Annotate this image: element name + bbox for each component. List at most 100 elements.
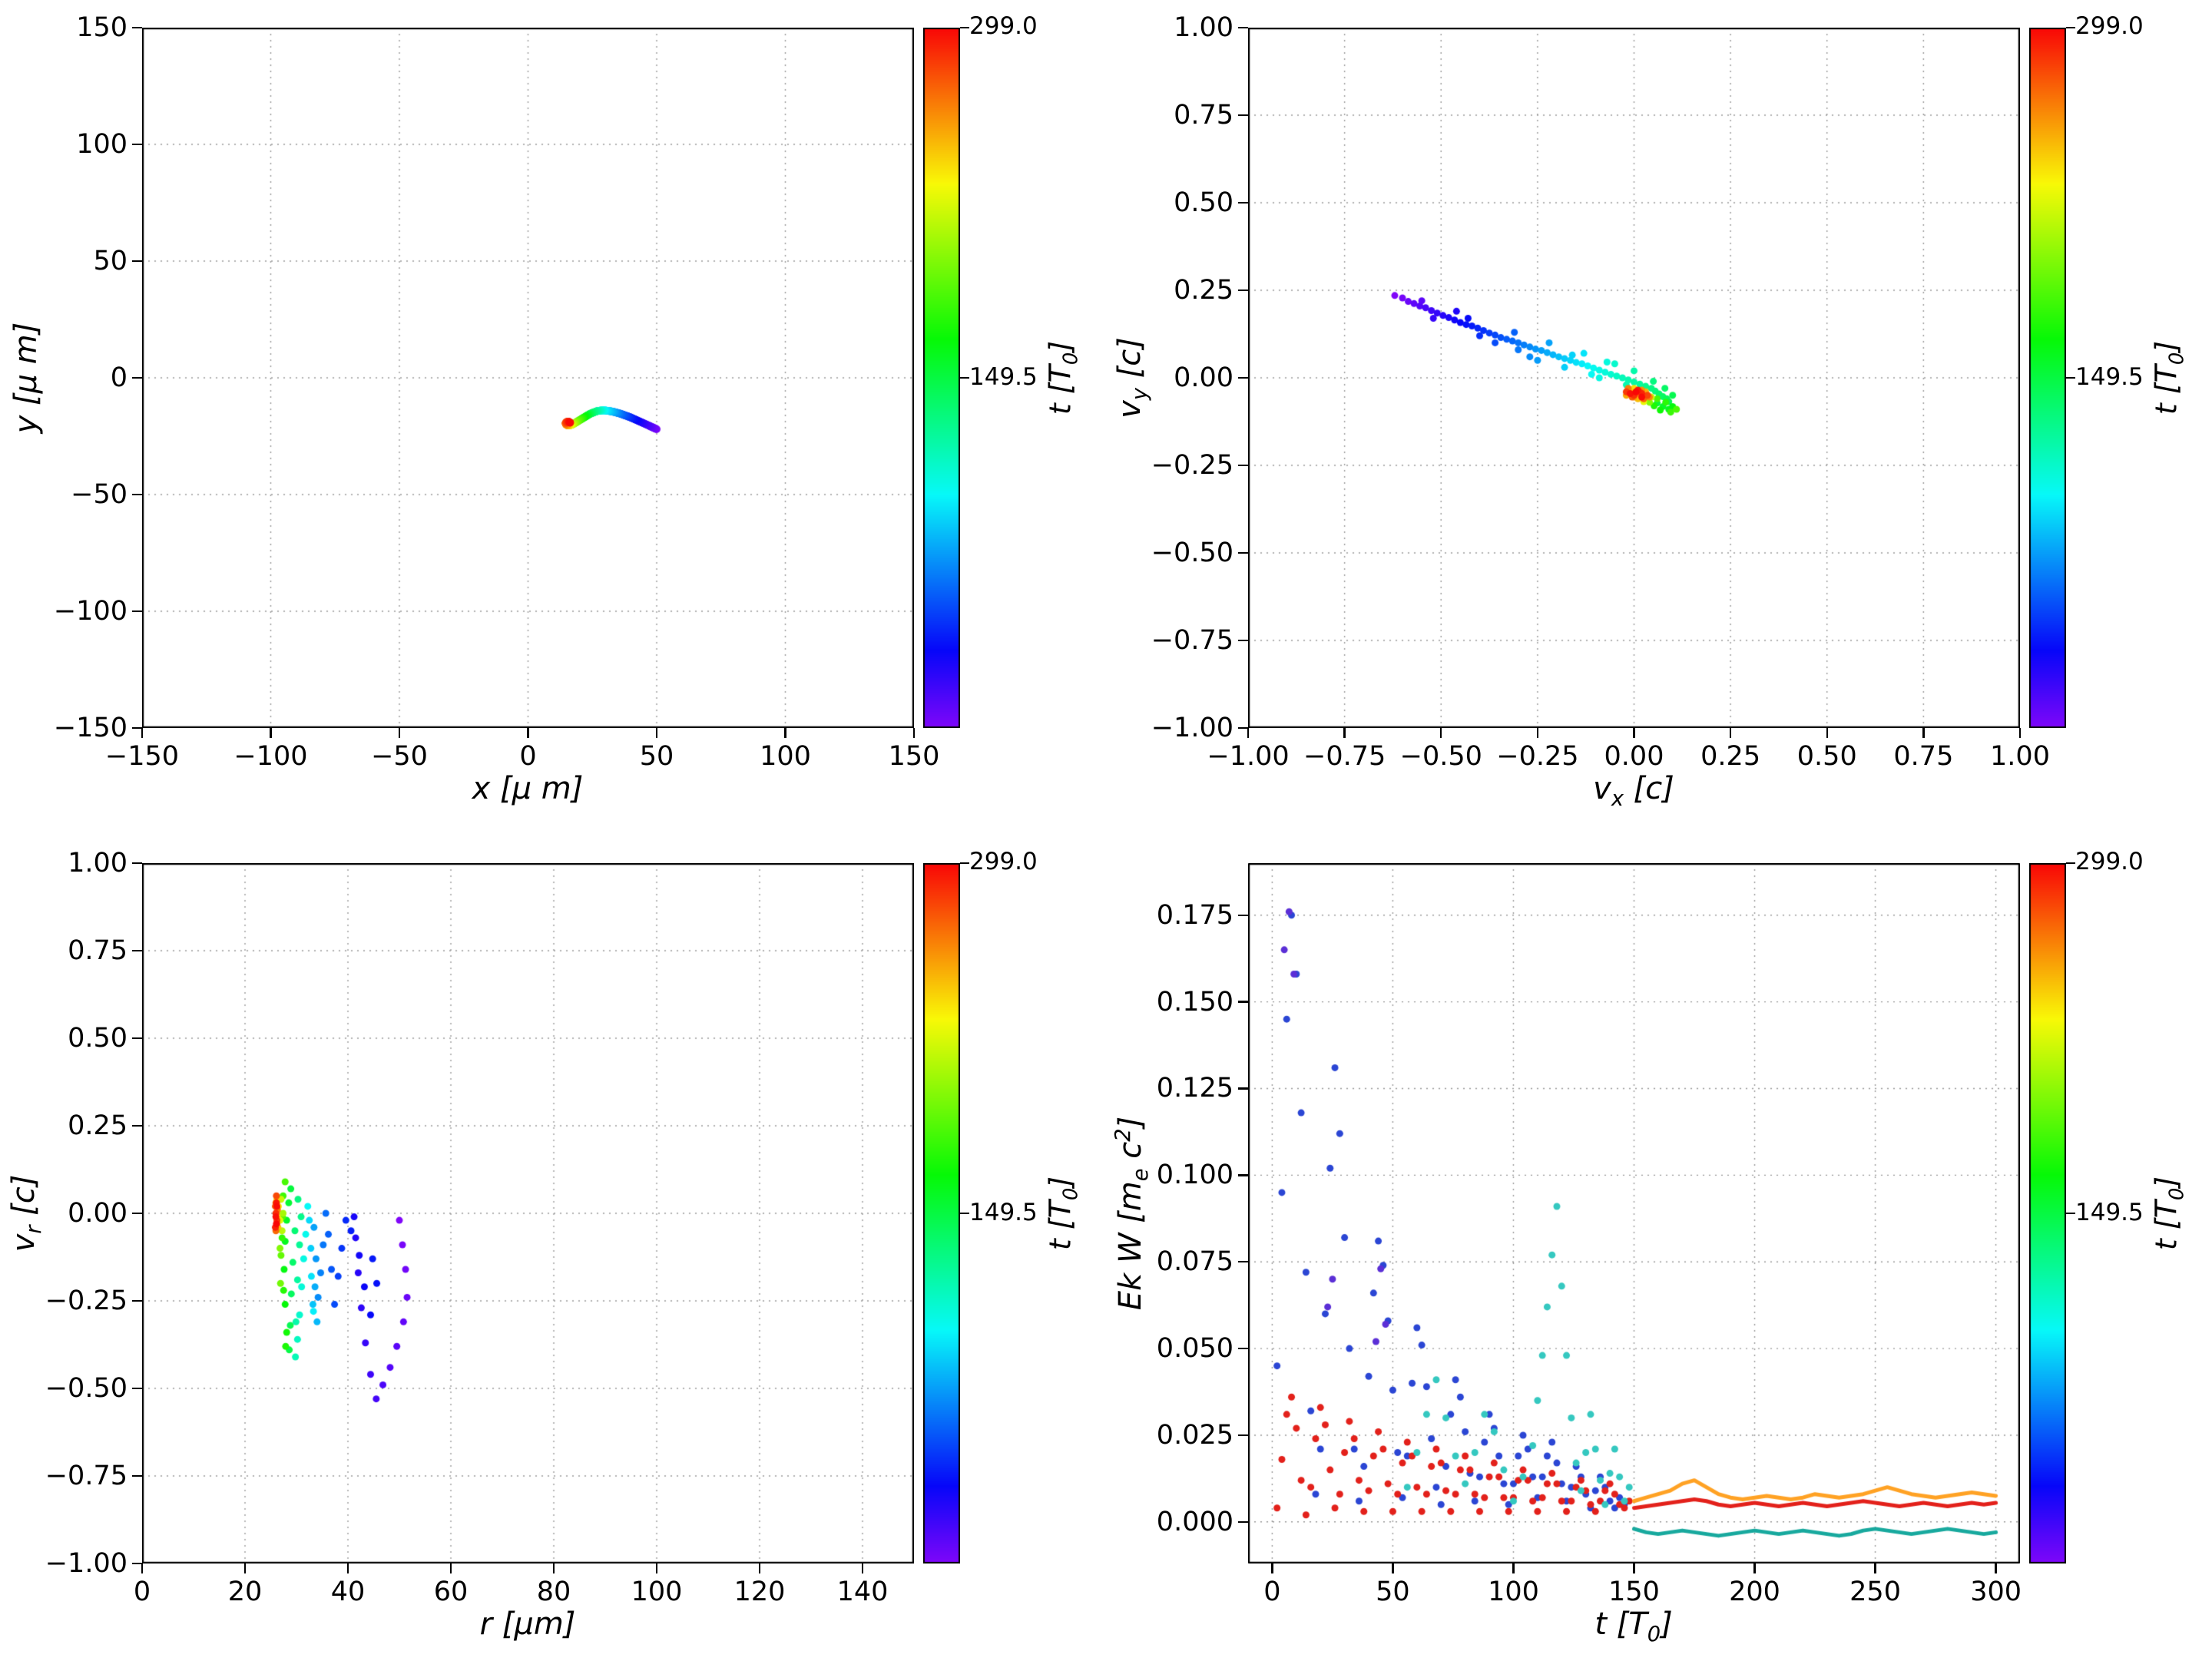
tick-mark <box>1753 1563 1756 1573</box>
tick-mark <box>1238 639 1248 642</box>
tick-mark <box>243 1563 247 1573</box>
tick-label: 0.175 <box>1156 899 1233 931</box>
tick-label: 100 <box>1488 1577 1539 1607</box>
tick-mark <box>1271 1563 1273 1573</box>
tick-label: 250 <box>1849 1577 1901 1607</box>
tick-label: 150 <box>1608 1577 1660 1607</box>
tick-mark <box>132 949 142 952</box>
x-axis-label: x [μ m] <box>472 771 584 806</box>
tick-mark <box>1238 1520 1248 1523</box>
tick-label: −1.00 <box>45 1548 127 1579</box>
tick-mark <box>132 726 142 730</box>
colorbar-mid-tick-label: 149.5 <box>2075 1199 2144 1226</box>
tick-label: 0.00 <box>68 1198 127 1229</box>
colorbar <box>923 863 960 1563</box>
tick-mark <box>2066 377 2075 379</box>
tick-mark <box>1238 1001 1248 1003</box>
panel-vx-vy: vy [c] vx [c] 299.0 149.5 t [T0] −1.00 −0… <box>1106 0 2212 836</box>
panel-r-vr: vr [c] r [μm] 299.0 149.5 t [T0] 0 20 40 60… <box>0 836 1106 1671</box>
tick-label: 0.000 <box>1156 1506 1233 1537</box>
tick-mark <box>1995 1563 1997 1573</box>
tick-label: −100 <box>233 741 308 772</box>
tick-mark <box>132 1387 142 1390</box>
tick-mark <box>1826 728 1828 738</box>
y-axis-label: y [μ m] <box>8 322 44 434</box>
tick-mark <box>1440 728 1442 738</box>
tick-mark <box>960 1213 969 1215</box>
tick-mark <box>2066 862 2075 865</box>
plot-area <box>142 863 914 1563</box>
tick-mark <box>132 862 142 865</box>
tick-label: 0.75 <box>1174 100 1233 131</box>
tick-label: 0 <box>133 1577 151 1607</box>
tick-label: 120 <box>733 1577 786 1607</box>
tick-mark <box>2066 1213 2075 1215</box>
tick-mark <box>1238 1087 1248 1090</box>
tick-mark <box>132 143 142 146</box>
tick-mark <box>1238 114 1248 117</box>
tick-mark <box>1238 26 1248 29</box>
colorbar-max-tick-label: 299.0 <box>2075 848 2144 875</box>
tick-mark <box>1238 289 1248 292</box>
tick-label: 0.150 <box>1156 986 1233 1017</box>
tick-label: 20 <box>227 1577 263 1607</box>
tick-label: 0 <box>519 741 537 772</box>
colorbar <box>923 28 960 728</box>
tick-label: 0.50 <box>1174 187 1233 218</box>
tick-mark <box>132 26 142 29</box>
tick-mark <box>861 1563 864 1573</box>
tick-mark <box>1238 1174 1248 1176</box>
tick-label: 0.125 <box>1156 1073 1233 1104</box>
tick-mark <box>132 1124 142 1127</box>
y-axis-label: Ek W [me c2] <box>1111 1116 1154 1311</box>
tick-label: 0.50 <box>1796 741 1857 772</box>
tick-label: −50 <box>371 741 428 772</box>
tick-label: 140 <box>836 1577 889 1607</box>
tick-mark <box>1633 728 1635 738</box>
tick-label: 0.25 <box>1700 741 1761 772</box>
tick-mark <box>1238 1434 1248 1437</box>
tick-label: 0.75 <box>1893 741 1954 772</box>
tick-mark <box>1392 1563 1394 1573</box>
tick-mark <box>912 728 916 738</box>
tick-mark <box>132 1299 142 1302</box>
tick-mark <box>346 1563 349 1573</box>
tick-label: 1.00 <box>1990 741 2050 772</box>
tick-mark <box>1512 1563 1515 1573</box>
tick-label: −0.75 <box>45 1461 127 1491</box>
tick-mark <box>960 27 969 29</box>
colorbar-max-tick-label: 299.0 <box>969 848 1038 875</box>
tick-label: 0.00 <box>1604 741 1664 772</box>
tick-mark <box>132 1562 142 1565</box>
tick-mark <box>1874 1563 1876 1573</box>
tick-label: 80 <box>536 1577 571 1607</box>
tick-label: 100 <box>76 129 127 160</box>
tick-mark <box>552 1563 555 1573</box>
tick-label: −1.00 <box>1151 713 1233 743</box>
tick-mark <box>398 728 401 738</box>
tick-label: 40 <box>330 1577 366 1607</box>
tick-mark <box>1922 728 1925 738</box>
tick-label: −0.25 <box>45 1286 127 1316</box>
x-axis-label: vx [c] <box>1593 771 1674 811</box>
tick-mark <box>132 493 142 496</box>
tick-mark <box>1247 728 1250 738</box>
tick-label: 0.25 <box>1174 275 1233 306</box>
colorbar <box>2029 863 2066 1563</box>
tick-mark <box>1238 1261 1248 1263</box>
tick-label: 0.25 <box>68 1110 127 1141</box>
tick-label: −0.50 <box>1399 741 1482 772</box>
colorbar-label: t [T0] <box>1043 1176 1083 1251</box>
tick-mark <box>1633 1563 1635 1573</box>
panel-energy-vs-time: Ek W [me c2] t [T0] 299.0 149.5 t [T0] 0… <box>1106 836 2212 1671</box>
colorbar <box>2029 28 2066 728</box>
tick-mark <box>270 728 272 738</box>
tick-mark <box>1238 551 1248 554</box>
tick-label: −150 <box>53 713 127 743</box>
tick-label: 150 <box>888 741 940 772</box>
tick-label: 150 <box>76 12 127 43</box>
tick-label: −0.25 <box>1496 741 1579 772</box>
y-axis-label: vr [c] <box>6 1174 46 1252</box>
plot-area <box>1248 863 2020 1563</box>
